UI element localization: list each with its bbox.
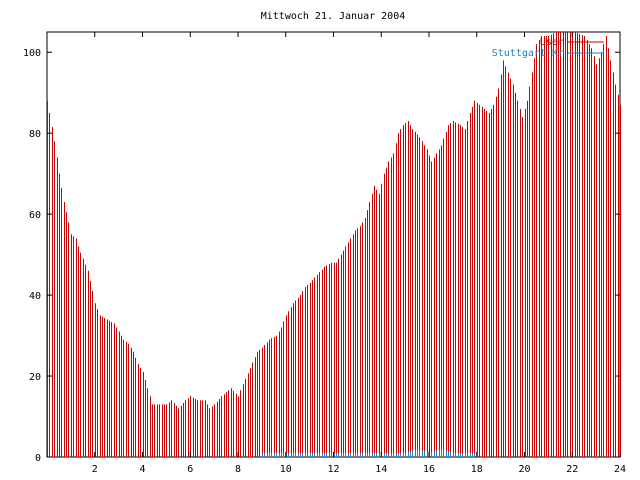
x-tick-label: 14: [375, 464, 387, 475]
x-axis: 2 4 6 8 10 12 14 16 18 20 22 24: [92, 32, 626, 475]
x-tick-label: 8: [235, 464, 241, 475]
x-tick-label: 10: [280, 464, 292, 475]
chart-title: Mittwoch 21. Januar 2004: [261, 11, 406, 22]
x-tick-label: 12: [327, 464, 339, 475]
legend: User Stuttgart-Kr: [492, 37, 604, 59]
x-tick-label: 18: [471, 464, 483, 475]
legend-label-user: User: [540, 37, 564, 48]
y-axis: 0 20 40 60 80 100: [23, 48, 620, 464]
x-tick-label: 4: [139, 464, 145, 475]
x-tick-label: 6: [187, 464, 193, 475]
y-tick-label: 100: [23, 48, 41, 59]
series-user-bars: [47, 32, 621, 457]
x-tick-label: 20: [518, 464, 530, 475]
x-tick-label: 22: [566, 464, 578, 475]
y-tick-label: 20: [29, 372, 41, 383]
y-tick-label: 40: [29, 291, 41, 302]
y-tick-label: 80: [29, 129, 41, 140]
series-stuttgart-bars: [262, 448, 478, 457]
x-tick-label: 16: [423, 464, 435, 475]
y-tick-label: 60: [29, 210, 41, 221]
y-tick-label: 0: [35, 453, 41, 464]
x-tick-label: 2: [92, 464, 98, 475]
legend-label-stuttgart: Stuttgart-Kr: [492, 48, 564, 59]
x-tick-label: 24: [614, 464, 626, 475]
